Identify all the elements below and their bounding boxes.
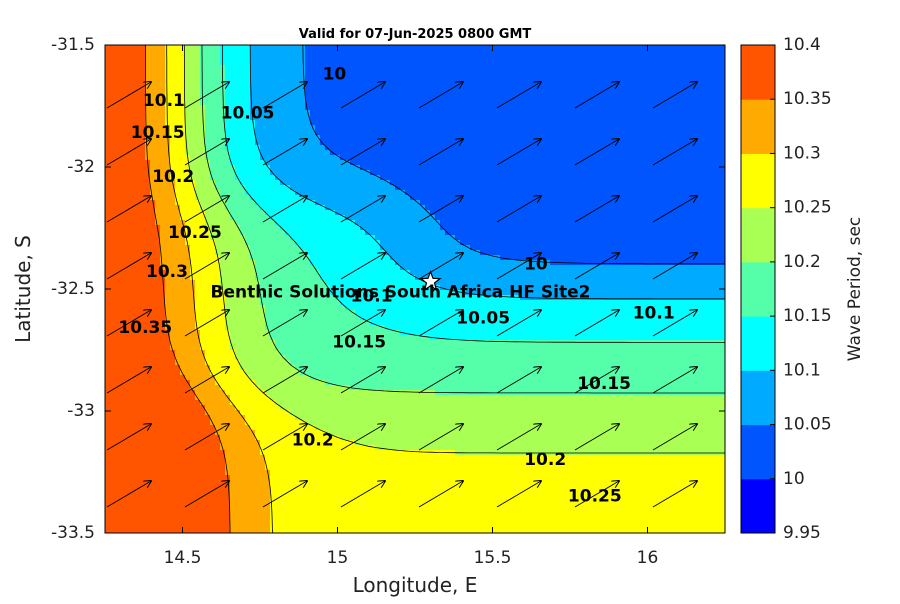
plot-area: 1010.0510.110.1510.210.2510.310.3510.210… <box>105 45 726 564</box>
vector-arrow <box>575 538 619 564</box>
colorbar-tick-label: 10.3 <box>783 143 821 163</box>
vector-arrow <box>263 538 307 564</box>
x-axis-label: Longitude, E <box>353 573 478 597</box>
contour-label: 10.25 <box>168 223 222 243</box>
colorbar-tick-label: 10.2 <box>783 252 821 272</box>
colorbar-segment <box>741 479 775 534</box>
y-tick-label: -33 <box>67 401 95 421</box>
colorbar-tick-label: 10.1 <box>783 360 821 380</box>
colorbar-tick-label: 10 <box>783 469 805 489</box>
y-axis-label: Latitude, S <box>11 235 35 343</box>
contour-label: 10.05 <box>456 308 510 328</box>
colorbar-segment <box>741 316 775 371</box>
y-tick-label: -32 <box>67 157 95 177</box>
colorbar-segment <box>741 153 775 208</box>
contour-label: 10.35 <box>118 318 172 338</box>
vector-arrow <box>653 538 697 564</box>
chart-title: Valid for 07-Jun-2025 0800 GMT <box>299 27 532 42</box>
contour-label: 10.3 <box>146 262 188 282</box>
vector-arrow <box>107 538 151 564</box>
colorbar-segment <box>741 208 775 263</box>
contour-label: 10.05 <box>221 103 275 123</box>
colorbar-segment <box>741 425 775 480</box>
y-tick-label: -31.5 <box>51 35 95 55</box>
colorbar: 9.95 10 10.05 10.1 10.15 10.2 10.25 10.3 10.35 10… <box>741 35 832 543</box>
colorbar-tick-label: 10.15 <box>783 306 832 326</box>
colorbar-segment <box>741 370 775 425</box>
colorbar-tick-label: 9.95 <box>783 523 821 543</box>
colorbar-segment <box>741 99 775 154</box>
vector-arrow <box>419 538 463 564</box>
contour-label: 10.1 <box>633 303 675 323</box>
x-tick-label: 16 <box>637 548 659 568</box>
contour-label: 10.15 <box>577 374 631 394</box>
contour-label: 10.25 <box>568 486 622 506</box>
colorbar-segment <box>741 45 775 100</box>
contour-label: 10.2 <box>152 167 194 187</box>
site-label: Benthic Solutions South Africa HF Site2 <box>211 283 591 303</box>
contour-label: 10.2 <box>292 430 334 450</box>
x-tick-label: 15.5 <box>474 548 512 568</box>
x-tick-label: 15 <box>327 548 349 568</box>
colorbar-segment <box>741 262 775 317</box>
contour-label: 10 <box>323 64 347 84</box>
x-tick-label: 14.5 <box>164 548 202 568</box>
colorbar-label: Wave Period, sec <box>845 217 865 362</box>
contour-label: 10 <box>524 255 548 275</box>
colorbar-tick-label: 10.05 <box>783 415 832 435</box>
contour-label: 10.2 <box>524 450 566 470</box>
colorbar-tick-label: 10.4 <box>783 35 821 55</box>
contour-label: 10.1 <box>143 91 185 111</box>
colorbar-tick-label: 10.25 <box>783 198 832 218</box>
contour-label: 10.15 <box>332 333 386 353</box>
y-tick-label: -33.5 <box>51 523 95 543</box>
contour-label: 10.15 <box>131 123 185 143</box>
y-tick-label: -32.5 <box>51 279 95 299</box>
colorbar-tick-label: 10.35 <box>783 89 832 109</box>
